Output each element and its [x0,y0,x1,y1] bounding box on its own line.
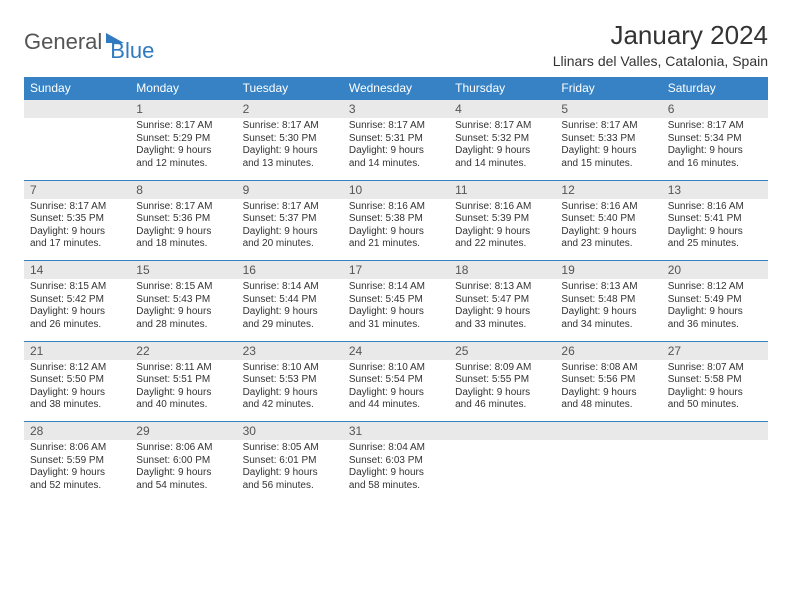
day-detail: Sunrise: 8:12 AMSunset: 5:49 PMDaylight:… [662,279,768,341]
month-title: January 2024 [553,20,768,51]
weekday-header: Thursday [449,77,555,100]
day-detail: Sunrise: 8:16 AMSunset: 5:41 PMDaylight:… [662,199,768,261]
day-number [662,422,768,441]
day-detail: Sunrise: 8:06 AMSunset: 6:00 PMDaylight:… [130,440,236,502]
day-number: 27 [662,341,768,360]
day-number: 14 [24,261,130,280]
day-detail: Sunrise: 8:13 AMSunset: 5:47 PMDaylight:… [449,279,555,341]
weekday-header: Friday [555,77,661,100]
day-number: 20 [662,261,768,280]
day-detail: Sunrise: 8:09 AMSunset: 5:55 PMDaylight:… [449,360,555,422]
day-number: 23 [237,341,343,360]
detail-row: Sunrise: 8:06 AMSunset: 5:59 PMDaylight:… [24,440,768,502]
weekday-header: Saturday [662,77,768,100]
day-number: 21 [24,341,130,360]
daynum-row: 28293031 [24,422,768,441]
day-number: 18 [449,261,555,280]
day-number: 2 [237,100,343,119]
day-detail: Sunrise: 8:17 AMSunset: 5:29 PMDaylight:… [130,118,236,180]
detail-row: Sunrise: 8:17 AMSunset: 5:29 PMDaylight:… [24,118,768,180]
day-number: 19 [555,261,661,280]
day-number: 31 [343,422,449,441]
day-detail: Sunrise: 8:17 AMSunset: 5:37 PMDaylight:… [237,199,343,261]
day-detail [555,440,661,502]
day-number: 25 [449,341,555,360]
day-number: 10 [343,180,449,199]
day-detail: Sunrise: 8:07 AMSunset: 5:58 PMDaylight:… [662,360,768,422]
day-number: 17 [343,261,449,280]
logo-general: General [24,29,102,55]
detail-row: Sunrise: 8:17 AMSunset: 5:35 PMDaylight:… [24,199,768,261]
day-detail [662,440,768,502]
day-detail: Sunrise: 8:10 AMSunset: 5:53 PMDaylight:… [237,360,343,422]
day-number: 29 [130,422,236,441]
day-number [449,422,555,441]
day-number: 1 [130,100,236,119]
daynum-row: 123456 [24,100,768,119]
day-number: 3 [343,100,449,119]
day-number: 9 [237,180,343,199]
day-detail: Sunrise: 8:13 AMSunset: 5:48 PMDaylight:… [555,279,661,341]
day-number: 16 [237,261,343,280]
logo-blue: Blue [110,38,154,64]
day-number: 24 [343,341,449,360]
day-number: 15 [130,261,236,280]
day-detail: Sunrise: 8:14 AMSunset: 5:45 PMDaylight:… [343,279,449,341]
day-detail: Sunrise: 8:17 AMSunset: 5:36 PMDaylight:… [130,199,236,261]
day-number: 22 [130,341,236,360]
day-number: 4 [449,100,555,119]
day-detail: Sunrise: 8:08 AMSunset: 5:56 PMDaylight:… [555,360,661,422]
weekday-header: Wednesday [343,77,449,100]
day-detail [449,440,555,502]
detail-row: Sunrise: 8:12 AMSunset: 5:50 PMDaylight:… [24,360,768,422]
day-detail: Sunrise: 8:17 AMSunset: 5:33 PMDaylight:… [555,118,661,180]
day-detail: Sunrise: 8:11 AMSunset: 5:51 PMDaylight:… [130,360,236,422]
day-detail [24,118,130,180]
weekday-header: Tuesday [237,77,343,100]
day-number: 6 [662,100,768,119]
day-detail: Sunrise: 8:17 AMSunset: 5:31 PMDaylight:… [343,118,449,180]
daynum-row: 78910111213 [24,180,768,199]
day-number: 11 [449,180,555,199]
day-detail: Sunrise: 8:14 AMSunset: 5:44 PMDaylight:… [237,279,343,341]
daynum-row: 14151617181920 [24,261,768,280]
day-detail: Sunrise: 8:06 AMSunset: 5:59 PMDaylight:… [24,440,130,502]
day-detail: Sunrise: 8:12 AMSunset: 5:50 PMDaylight:… [24,360,130,422]
day-number: 7 [24,180,130,199]
weekday-header-row: Sunday Monday Tuesday Wednesday Thursday… [24,77,768,100]
weekday-header: Monday [130,77,236,100]
day-detail: Sunrise: 8:17 AMSunset: 5:30 PMDaylight:… [237,118,343,180]
day-detail: Sunrise: 8:16 AMSunset: 5:40 PMDaylight:… [555,199,661,261]
day-detail: Sunrise: 8:05 AMSunset: 6:01 PMDaylight:… [237,440,343,502]
day-detail: Sunrise: 8:17 AMSunset: 5:35 PMDaylight:… [24,199,130,261]
detail-row: Sunrise: 8:15 AMSunset: 5:42 PMDaylight:… [24,279,768,341]
daynum-row: 21222324252627 [24,341,768,360]
day-detail: Sunrise: 8:04 AMSunset: 6:03 PMDaylight:… [343,440,449,502]
header: General Blue January 2024 Llinars del Va… [24,20,768,69]
location: Llinars del Valles, Catalonia, Spain [553,53,768,69]
day-number: 8 [130,180,236,199]
calendar-body: 123456Sunrise: 8:17 AMSunset: 5:29 PMDay… [24,100,768,503]
day-number: 30 [237,422,343,441]
day-number: 28 [24,422,130,441]
logo: General Blue [24,20,154,64]
day-detail: Sunrise: 8:16 AMSunset: 5:39 PMDaylight:… [449,199,555,261]
day-detail: Sunrise: 8:15 AMSunset: 5:42 PMDaylight:… [24,279,130,341]
day-number: 26 [555,341,661,360]
day-detail: Sunrise: 8:16 AMSunset: 5:38 PMDaylight:… [343,199,449,261]
day-number: 12 [555,180,661,199]
day-number [24,100,130,119]
weekday-header: Sunday [24,77,130,100]
day-number: 13 [662,180,768,199]
day-number: 5 [555,100,661,119]
day-detail: Sunrise: 8:17 AMSunset: 5:32 PMDaylight:… [449,118,555,180]
day-detail: Sunrise: 8:15 AMSunset: 5:43 PMDaylight:… [130,279,236,341]
day-number [555,422,661,441]
calendar-table: Sunday Monday Tuesday Wednesday Thursday… [24,77,768,502]
title-block: January 2024 Llinars del Valles, Catalon… [553,20,768,69]
day-detail: Sunrise: 8:10 AMSunset: 5:54 PMDaylight:… [343,360,449,422]
day-detail: Sunrise: 8:17 AMSunset: 5:34 PMDaylight:… [662,118,768,180]
